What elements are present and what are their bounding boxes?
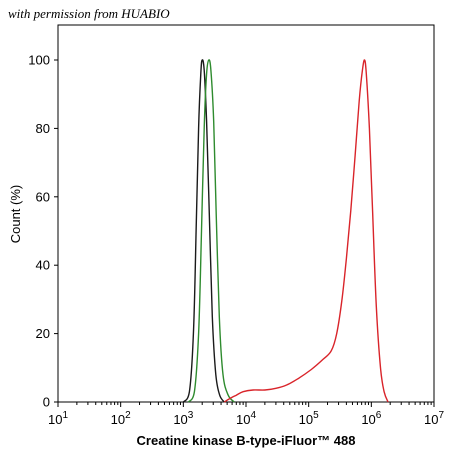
plot-frame — [57, 24, 435, 403]
x-tick-label: 104 — [236, 410, 256, 427]
watermark-text: with permission from HUABIO — [8, 6, 170, 21]
y-tick-label: 60 — [36, 189, 50, 204]
y-axis-title: Count (%) — [8, 185, 23, 244]
y-tick-label: 40 — [36, 258, 50, 273]
x-tick-label: 105 — [299, 410, 319, 427]
x-tick-label: 102 — [111, 410, 131, 427]
series-group — [182, 59, 389, 403]
series-line-2 — [187, 59, 235, 403]
y-axis: 0 20 40 60 80 100 — [28, 53, 58, 410]
y-tick-label: 20 — [36, 326, 50, 341]
y-tick-label: 0 — [43, 395, 50, 410]
x-tick-label: 103 — [173, 410, 193, 427]
x-axis: 101 102 103 104 105 106 107 — [48, 402, 444, 427]
series-line-1 — [182, 59, 225, 403]
x-axis-title: Creatine kinase B-type-iFluor™ 488 — [137, 433, 356, 448]
x-tick-label: 101 — [48, 410, 68, 427]
y-tick-label: 80 — [36, 121, 50, 136]
y-tick-label: 100 — [28, 53, 50, 68]
series-line-3 — [223, 59, 389, 403]
x-tick-label: 106 — [361, 410, 381, 427]
x-tick-label: 107 — [424, 410, 444, 427]
